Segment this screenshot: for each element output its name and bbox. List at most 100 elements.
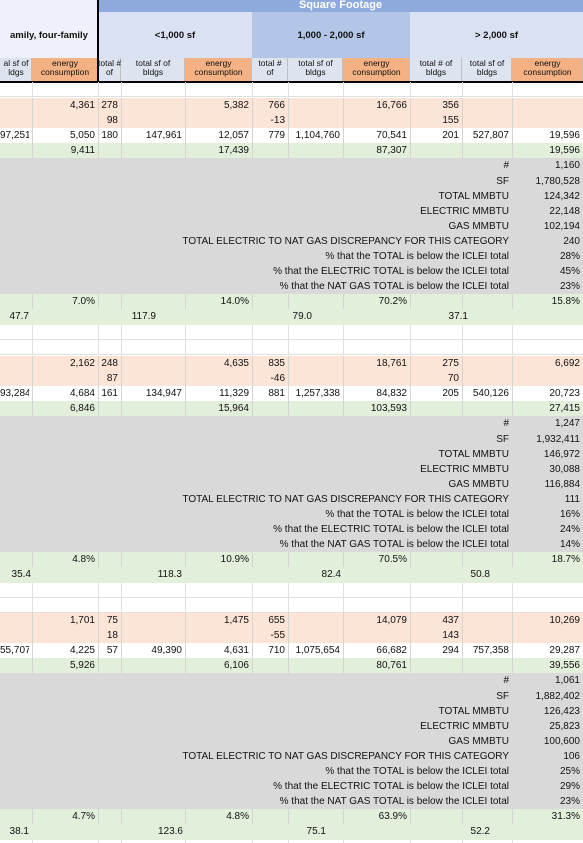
cell-border [512,613,513,629]
row-band [0,809,583,825]
cell-border [343,552,344,568]
cell-value: 6,846 [69,403,95,415]
cell-border [462,658,463,674]
group-cell [410,12,583,58]
cell-border [121,613,122,629]
average-value: 52.2 [470,826,490,838]
cell-border [288,613,289,629]
subheader-cell [252,58,288,82]
cell-border [512,82,513,98]
cell-value: 201 [442,130,459,142]
subheader-cell [288,58,343,82]
cell-border [410,809,411,825]
cell-border [410,356,411,372]
cell-border [98,401,99,417]
summary-label: # [503,418,509,430]
cell-border [410,113,411,129]
cell-border [462,294,463,310]
cell-value: 4,225 [69,645,95,657]
cell-border [32,98,33,114]
cell-border [121,324,122,340]
blank-row [0,340,583,356]
summary-label: SF [496,690,509,702]
cell-border [185,598,186,614]
cell-border [462,839,463,843]
header-title: Square Footage [298,0,383,11]
cell-border [252,386,253,402]
cell-value: 80,761 [376,660,407,672]
cell-value: 2,162 [69,358,95,369]
cell-border [512,324,513,340]
cell-border [98,371,99,387]
blank-row [0,325,583,340]
cell-value: 6,106 [223,660,249,672]
cell-border [410,98,411,114]
cell-value: 1,257,338 [295,388,341,400]
summary-label: SF [496,433,509,445]
summary-label: # [503,675,509,687]
header-divider [97,0,99,82]
summary-label: SF [496,175,509,187]
cell-border [410,628,411,644]
cell-border [32,82,33,98]
cell-border [288,128,289,144]
group-label: > 2,000 sf [474,30,519,41]
cell-border [32,628,33,644]
cell-value: 17,439 [218,145,249,157]
cell-border [121,128,122,144]
cell-border [185,386,186,402]
cell-border [32,294,33,310]
cell-border [462,371,463,387]
cell-border [288,113,289,129]
cell-border [185,643,186,659]
subheader-label: energy [534,58,561,68]
summary-value: 1,160 [554,160,580,172]
summary-value: 25,823 [549,720,580,732]
cell-value: 143 [442,630,459,642]
summary-value: 25% [559,766,580,777]
subheader-label: total sf of [469,58,505,68]
cell-border [512,582,513,598]
row-band [0,309,583,325]
cell-border [121,386,122,402]
summary-value: 14% [559,539,580,551]
cell-border [410,613,411,629]
cell-value: 19,596 [549,130,580,142]
group-label: amily, four-family [10,30,88,41]
cell-border [512,401,513,417]
subheader-label: total # [98,58,121,68]
cell-border [462,128,463,144]
cell-border [252,839,253,843]
subheader-label: energy [205,58,232,68]
cell-border [32,356,33,372]
cell-border [343,401,344,417]
percent-value: 70.2% [378,296,407,308]
subheader-label: of [105,67,114,77]
cell-border [121,113,122,129]
cell-border [98,552,99,568]
cell-border [252,371,253,387]
average-value: 47.7 [9,311,29,323]
summary-value: 1,932,411 [536,433,580,445]
cell-border [252,582,253,598]
cell-border [252,143,253,159]
cell-border [32,658,33,674]
summary-block [0,416,583,553]
cell-border [32,143,33,159]
percent-value: 63.9% [378,811,407,823]
group-label: 1,000 - 2,000 sf [297,30,365,41]
average-value: 123.6 [157,826,183,838]
cell-border [343,340,344,356]
cell-border [98,386,99,402]
cell-border [98,658,99,674]
summary-value: 106 [563,750,580,762]
cell-border [288,401,289,417]
cell-border [512,552,513,568]
summary-value: 124,342 [543,190,580,202]
cell-border [32,582,33,598]
cell-border [288,552,289,568]
subheader-cell [121,58,185,82]
average-value: 79.0 [292,311,312,323]
cell-border [185,340,186,356]
summary-value: 23% [559,796,580,808]
